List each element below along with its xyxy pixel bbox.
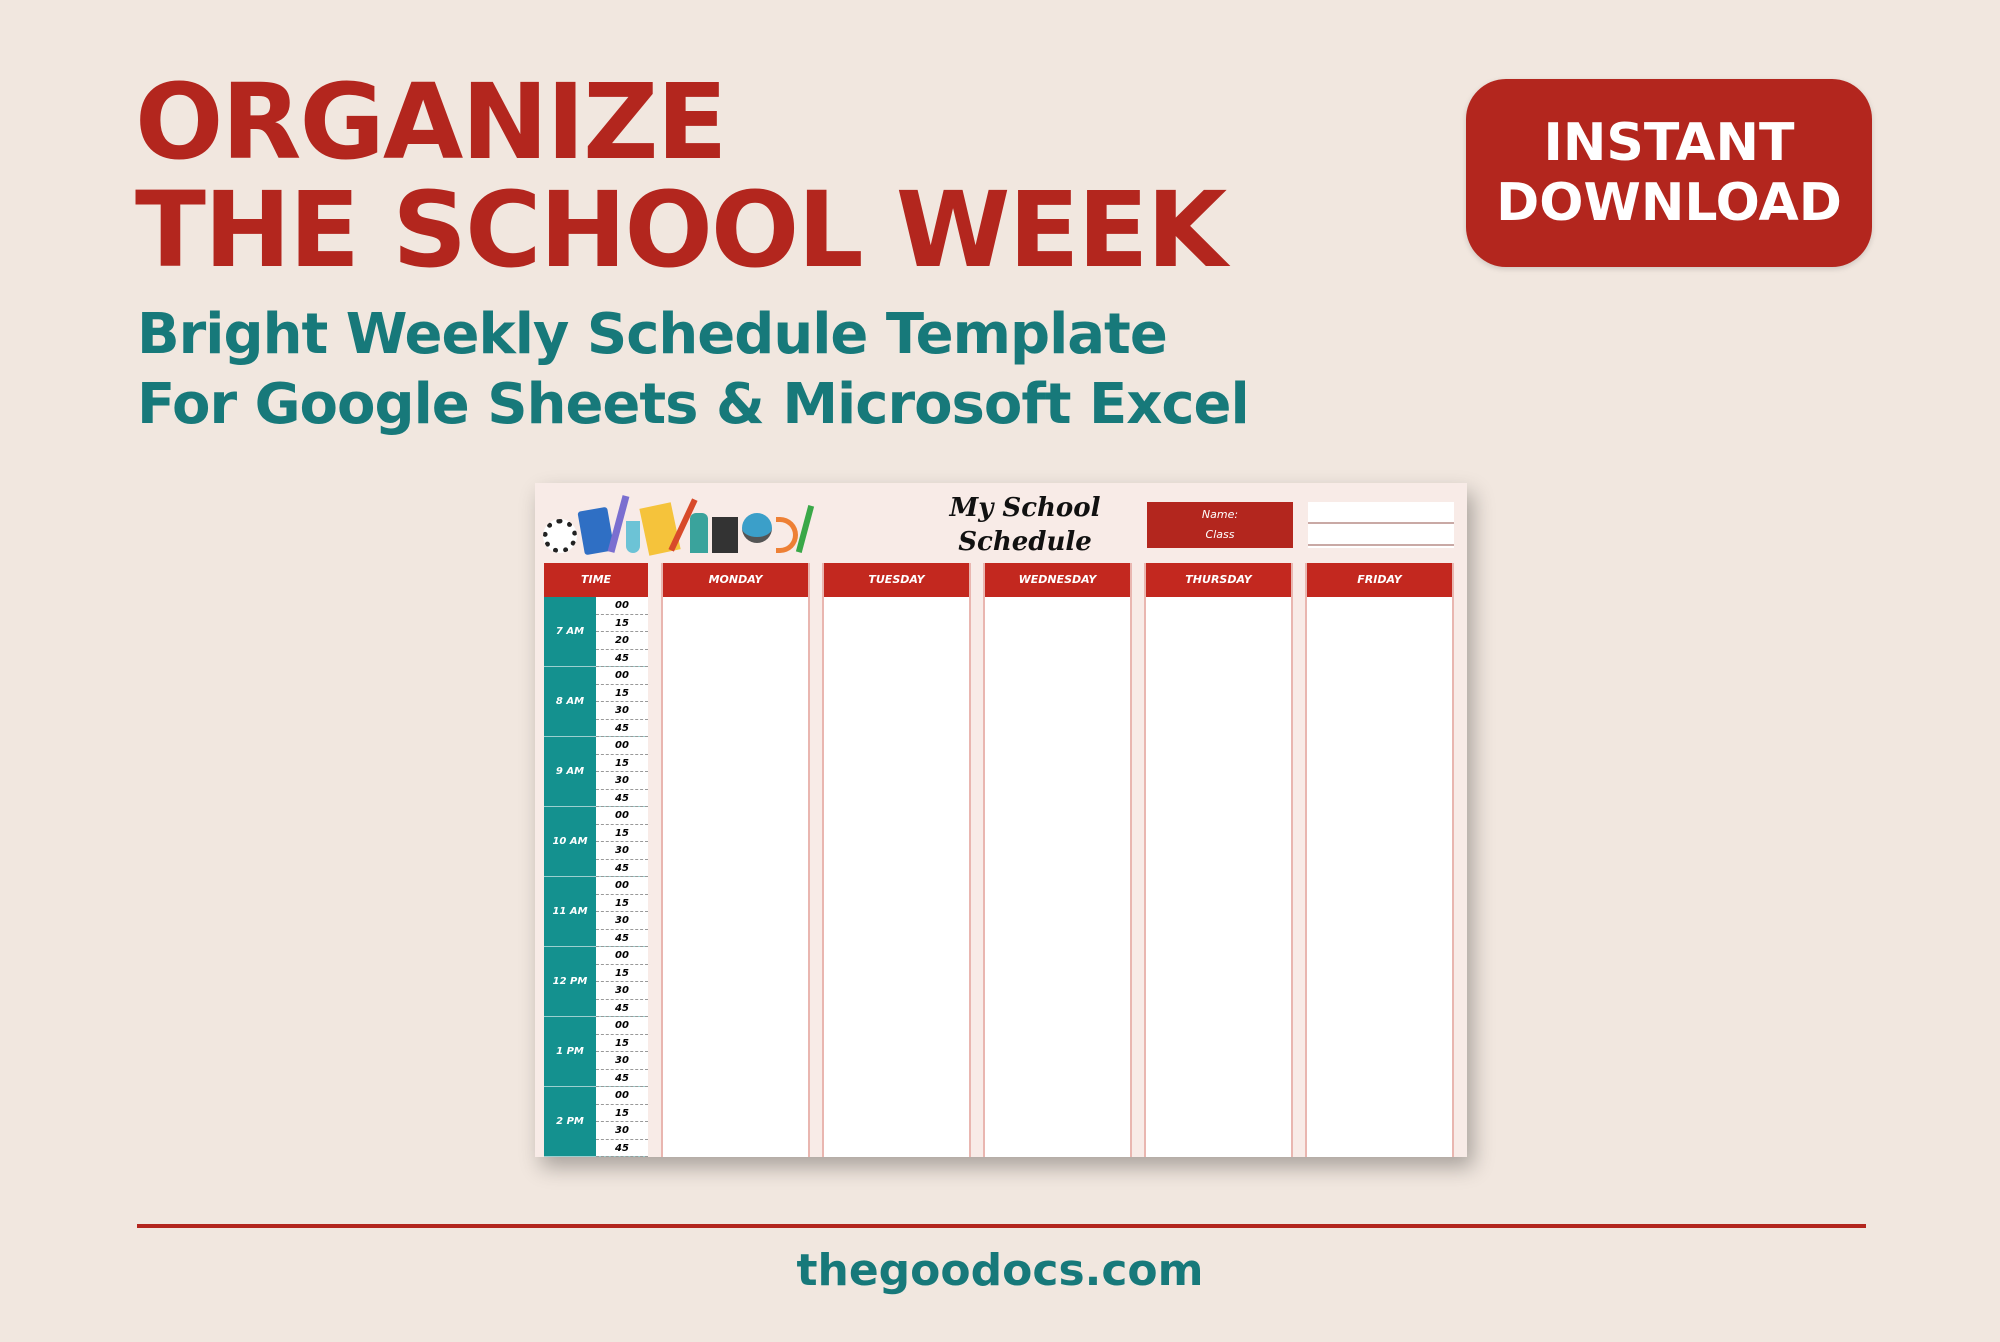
minute-label: 45 bbox=[596, 720, 648, 737]
minute-cells: 00 15 30 45 bbox=[596, 947, 648, 1017]
time-column: TIME 7 AM 00 15 20 45 8 AM 00 15 30 45 9 AM 00 15 30 4… bbox=[544, 563, 648, 1157]
globe-icon bbox=[742, 513, 772, 543]
minute-label: 15 bbox=[596, 825, 648, 842]
minute-label: 00 bbox=[596, 1017, 648, 1035]
hour-label: 1 PM bbox=[544, 1017, 596, 1086]
minute-label: 00 bbox=[596, 877, 648, 895]
day-header: FRIDAY bbox=[1307, 563, 1452, 597]
minute-label: 45 bbox=[596, 1140, 648, 1157]
divider bbox=[137, 1224, 1866, 1228]
headline-line-2: THE SCHOOL WEEK bbox=[135, 169, 1227, 291]
flask-icon bbox=[626, 521, 640, 553]
hour-row: 9 AM 00 15 30 45 bbox=[544, 737, 648, 807]
day-header: TUESDAY bbox=[824, 563, 969, 597]
hour-label: 2 PM bbox=[544, 1087, 596, 1156]
day-header: WEDNESDAY bbox=[985, 563, 1130, 597]
hour-label: 10 AM bbox=[544, 807, 596, 876]
minute-label: 45 bbox=[596, 930, 648, 947]
ruler-icon bbox=[795, 505, 815, 553]
headline: ORGANIZE THE SCHOOL WEEK bbox=[135, 61, 1227, 291]
minute-label: 00 bbox=[596, 1087, 648, 1105]
minute-label: 45 bbox=[596, 1000, 648, 1017]
subheadline-line-1: Bright Weekly Schedule Template bbox=[137, 302, 1168, 367]
hour-label: 7 AM bbox=[544, 597, 596, 666]
minute-label: 00 bbox=[596, 947, 648, 965]
minute-label: 15 bbox=[596, 685, 648, 702]
class-label: Class bbox=[1205, 528, 1235, 541]
microscope-icon bbox=[690, 513, 708, 553]
name-class-label-box: Name: Class bbox=[1147, 502, 1293, 548]
minute-label: 20 bbox=[596, 632, 648, 650]
minute-cells: 00 15 30 45 bbox=[596, 667, 648, 737]
minute-label: 30 bbox=[596, 702, 648, 720]
minute-cells: 00 15 20 45 bbox=[596, 597, 648, 667]
day-column-wednesday[interactable]: WEDNESDAY bbox=[983, 563, 1132, 1157]
hour-row: 7 AM 00 15 20 45 bbox=[544, 597, 648, 667]
minute-label: 45 bbox=[596, 790, 648, 807]
hour-label: 11 AM bbox=[544, 877, 596, 946]
minute-label: 15 bbox=[596, 615, 648, 632]
minute-cells: 00 15 30 45 bbox=[596, 737, 648, 807]
minute-label: 00 bbox=[596, 667, 648, 685]
badge-line-1: INSTANT bbox=[1543, 113, 1795, 173]
schedule-title-line-1: My School bbox=[949, 493, 1101, 523]
protractor-icon bbox=[776, 517, 798, 553]
minute-label: 30 bbox=[596, 982, 648, 1000]
minute-cells: 00 15 30 45 bbox=[596, 877, 648, 947]
subheadline: Bright Weekly Schedule Template For Goog… bbox=[137, 300, 1250, 440]
hour-row: 8 AM 00 15 30 45 bbox=[544, 667, 648, 737]
minute-label: 00 bbox=[596, 737, 648, 755]
minute-label: 30 bbox=[596, 1122, 648, 1140]
minute-cells: 00 15 30 45 bbox=[596, 1087, 648, 1157]
subheadline-line-2: For Google Sheets & Microsoft Excel bbox=[137, 372, 1250, 437]
day-column-friday[interactable]: FRIDAY bbox=[1305, 563, 1454, 1157]
minute-label: 30 bbox=[596, 1052, 648, 1070]
day-column-monday[interactable]: MONDAY bbox=[661, 563, 810, 1157]
school-supplies-illustration bbox=[543, 493, 863, 556]
hour-row: 12 PM 00 15 30 45 bbox=[544, 947, 648, 1017]
soccer-ball-icon bbox=[543, 519, 577, 553]
minute-label: 15 bbox=[596, 895, 648, 912]
day-column-tuesday[interactable]: TUESDAY bbox=[822, 563, 971, 1157]
minute-label: 15 bbox=[596, 965, 648, 982]
schedule-title-line-2: Schedule bbox=[958, 527, 1092, 557]
day-header: MONDAY bbox=[663, 563, 808, 597]
hour-row: 11 AM 00 15 30 45 bbox=[544, 877, 648, 947]
hour-label: 12 PM bbox=[544, 947, 596, 1016]
schedule-title: My School Schedule bbox=[885, 491, 1165, 559]
minute-label: 15 bbox=[596, 1105, 648, 1122]
name-class-fields[interactable] bbox=[1308, 502, 1454, 548]
minute-label: 30 bbox=[596, 842, 648, 860]
book-icon bbox=[712, 517, 738, 553]
hour-row: 10 AM 00 15 30 45 bbox=[544, 807, 648, 877]
hour-row: 1 PM 00 15 30 45 bbox=[544, 1017, 648, 1087]
minute-label: 45 bbox=[596, 860, 648, 877]
schedule-preview: My School Schedule Name: Class TIME 7 AM… bbox=[535, 483, 1467, 1157]
minute-label: 15 bbox=[596, 755, 648, 772]
hour-rows: 7 AM 00 15 20 45 8 AM 00 15 30 45 9 AM 00 15 30 45 10 A… bbox=[544, 597, 648, 1157]
day-header: THURSDAY bbox=[1146, 563, 1291, 597]
minute-label: 00 bbox=[596, 807, 648, 825]
minute-cells: 00 15 30 45 bbox=[596, 1017, 648, 1087]
minute-label: 00 bbox=[596, 597, 648, 615]
minute-cells: 00 15 30 45 bbox=[596, 807, 648, 877]
minute-label: 45 bbox=[596, 650, 648, 667]
hour-row: 2 PM 00 15 30 45 bbox=[544, 1087, 648, 1157]
headline-line-1: ORGANIZE bbox=[135, 61, 728, 183]
hour-label: 8 AM bbox=[544, 667, 596, 736]
minute-label: 30 bbox=[596, 912, 648, 930]
minute-label: 30 bbox=[596, 772, 648, 790]
day-column-thursday[interactable]: THURSDAY bbox=[1144, 563, 1293, 1157]
time-header: TIME bbox=[544, 563, 648, 597]
hour-label: 9 AM bbox=[544, 737, 596, 806]
class-field[interactable] bbox=[1308, 524, 1454, 546]
minute-label: 15 bbox=[596, 1035, 648, 1052]
name-field[interactable] bbox=[1308, 502, 1454, 524]
minute-label: 45 bbox=[596, 1070, 648, 1087]
badge-line-2: DOWNLOAD bbox=[1496, 173, 1842, 233]
instant-download-badge[interactable]: INSTANT DOWNLOAD bbox=[1466, 79, 1872, 267]
footer-url[interactable]: thegoodocs.com bbox=[796, 1245, 1204, 1296]
name-label: Name: bbox=[1201, 508, 1239, 521]
